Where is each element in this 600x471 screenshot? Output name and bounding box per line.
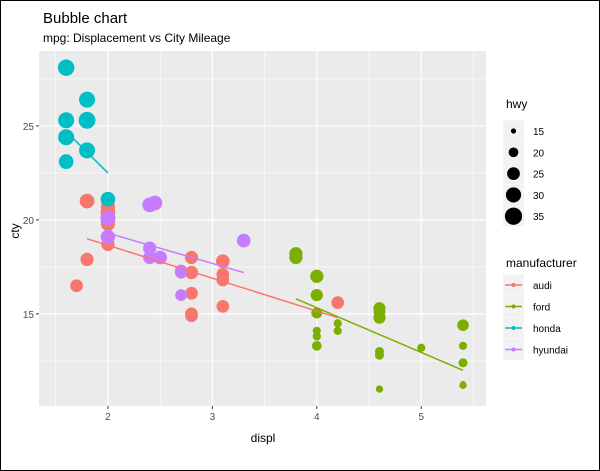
bubble-honda: [78, 111, 96, 129]
x-tick-label: 5: [418, 412, 424, 423]
bubble-ford: [458, 358, 468, 368]
bubble-ford: [375, 385, 384, 393]
plot-panel: [39, 51, 486, 406]
bubble-ford: [311, 340, 322, 351]
bubble-ford: [289, 250, 303, 265]
bubble-ford: [312, 332, 321, 341]
bubble-honda: [58, 112, 75, 129]
bubble-hyundai: [236, 233, 251, 248]
bubble-ford: [374, 350, 384, 360]
bubble-hyundai: [100, 210, 116, 226]
size-legend-dot: [510, 128, 517, 134]
bubble-honda: [100, 191, 116, 207]
bubble-hyundai: [143, 250, 157, 265]
y-tick-label: 15: [23, 310, 35, 321]
color-legend-label: ford: [533, 303, 550, 314]
bubble-hyundai: [100, 229, 116, 244]
bubble-hyundai: [147, 195, 163, 211]
bubble-audi: [216, 300, 230, 313]
bubble-ford: [458, 341, 468, 350]
chart-title: Bubble chart: [43, 10, 128, 27]
size-legend-label: 15: [533, 127, 545, 138]
bubble-ford: [333, 319, 342, 328]
x-axis-label: displ: [251, 431, 276, 445]
bubble-honda: [57, 59, 75, 76]
color-legend-title: manufacturer: [506, 256, 577, 270]
y-axis-label: cty: [8, 223, 22, 238]
bubble-audi: [185, 309, 198, 323]
trend-line-honda: [65, 131, 109, 174]
bubble-honda: [58, 129, 75, 146]
trend-line-ford: [295, 298, 464, 371]
y-tick-label: 20: [23, 216, 35, 227]
bubble-ford: [333, 326, 342, 335]
color-legend-dot: [511, 326, 516, 330]
bubble-ford: [417, 343, 426, 352]
size-legend-label: 25: [533, 170, 545, 181]
size-legend-dot: [504, 207, 523, 225]
size-legend-dot: [505, 187, 522, 203]
bubble-audi: [79, 193, 95, 209]
bubble-audi: [331, 296, 345, 309]
color-legend-label: honda: [533, 324, 561, 335]
x-tick-label: 4: [314, 412, 320, 423]
bubble-honda: [79, 142, 96, 159]
trend-line-hyundai: [107, 232, 244, 274]
size-legend-title: hwy: [506, 97, 527, 111]
bubble-audi: [70, 279, 83, 293]
x-tick-label: 3: [210, 412, 216, 423]
color-legend-label: audi: [533, 281, 552, 292]
chart-subtitle: mpg: Displacement vs City Mileage: [43, 31, 231, 45]
x-tick-label: 2: [105, 412, 111, 423]
color-legend-dot: [511, 347, 516, 352]
bubble-audi: [185, 286, 198, 300]
bubble-audi: [80, 252, 94, 267]
bubble-ford: [373, 306, 386, 318]
bubble-ford: [310, 289, 323, 302]
bubble-ford: [312, 326, 321, 335]
size-legend-label: 30: [533, 191, 545, 202]
size-legend-dot: [508, 147, 519, 158]
size-legend-dot: [507, 167, 520, 180]
bubble-ford: [457, 319, 469, 331]
trend-line-audi: [86, 237, 338, 319]
bubble-audi: [184, 265, 199, 280]
size-legend-label: 20: [533, 148, 545, 159]
bubble-hyundai: [175, 289, 187, 301]
color-legend-label: hyundai: [533, 346, 568, 357]
color-legend-dot: [511, 304, 516, 309]
size-legend-label: 35: [533, 212, 545, 223]
bubble-honda: [79, 91, 96, 108]
y-tick-label: 25: [23, 122, 35, 133]
color-legend-dot: [511, 283, 516, 287]
bubble-ford: [460, 380, 466, 387]
bubble-ford: [310, 269, 324, 283]
bubble-honda: [58, 154, 74, 169]
